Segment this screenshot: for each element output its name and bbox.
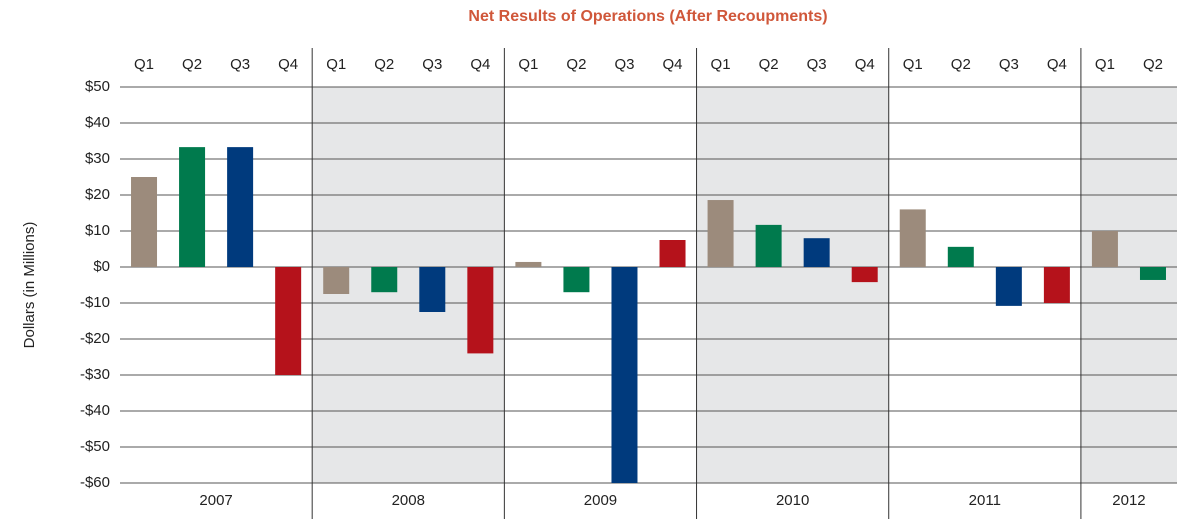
quarter-label: Q1 xyxy=(518,56,538,73)
chart-title: Net Results of Operations (After Recoupm… xyxy=(468,8,827,25)
x-tick-label: 2007 xyxy=(199,492,232,509)
bar xyxy=(467,267,494,354)
y-tick-label: -$40 xyxy=(80,402,110,419)
quarter-label: Q2 xyxy=(759,56,779,73)
y-axis-label: Dollars (in Millions) xyxy=(21,222,38,349)
bar xyxy=(515,261,542,267)
quarter-label: Q3 xyxy=(230,56,250,73)
y-tick-label: $50 xyxy=(85,78,110,95)
quarter-label: Q3 xyxy=(807,56,827,73)
bar xyxy=(371,267,398,293)
bar xyxy=(659,240,686,267)
bar xyxy=(611,267,638,483)
quarter-label: Q1 xyxy=(711,56,731,73)
quarter-label: Q4 xyxy=(663,56,683,73)
y-tick-label: -$20 xyxy=(80,330,110,347)
bar xyxy=(275,267,302,375)
quarter-label: Q4 xyxy=(1047,56,1067,73)
y-tick-label: -$30 xyxy=(80,366,110,383)
y-tick-label: -$10 xyxy=(80,294,110,311)
x-tick-label: 2009 xyxy=(584,492,617,509)
bar xyxy=(1043,267,1070,303)
bar xyxy=(803,238,830,267)
bar xyxy=(851,267,878,283)
bar xyxy=(707,200,734,267)
quarter-label: Q2 xyxy=(374,56,394,73)
y-tick-label: -$60 xyxy=(80,474,110,491)
bar xyxy=(1091,231,1118,267)
x-tick-label: 2010 xyxy=(776,492,809,509)
bar xyxy=(947,246,974,267)
bar xyxy=(323,267,350,294)
group-shade xyxy=(696,87,889,483)
quarter-label: Q3 xyxy=(999,56,1019,73)
quarter-label: Q2 xyxy=(566,56,586,73)
x-tick-label: 2012 xyxy=(1112,492,1145,509)
x-tick-label: 2011 xyxy=(969,492,1001,509)
bar xyxy=(1139,267,1166,280)
quarter-label: Q4 xyxy=(855,56,875,73)
quarter-label: Q3 xyxy=(614,56,634,73)
x-tick-label: 2008 xyxy=(392,492,425,509)
bar xyxy=(899,209,926,267)
y-tick-label: $40 xyxy=(85,114,110,131)
group-shade xyxy=(1080,87,1177,483)
y-tick-label: -$50 xyxy=(80,438,110,455)
quarter-label: Q2 xyxy=(1143,56,1163,73)
quarter-label: Q1 xyxy=(134,56,154,73)
y-tick-label: $10 xyxy=(85,222,110,239)
y-tick-label: $0 xyxy=(93,258,110,275)
bar xyxy=(227,147,254,267)
quarter-label: Q4 xyxy=(470,56,490,73)
y-tick-label: $20 xyxy=(85,186,110,203)
bar xyxy=(179,147,206,267)
y-tick-label: $30 xyxy=(85,150,110,167)
bar xyxy=(419,267,446,312)
quarter-label: Q2 xyxy=(182,56,202,73)
bar xyxy=(995,267,1022,306)
bar xyxy=(131,177,158,267)
quarter-label: Q4 xyxy=(278,56,298,73)
quarter-label: Q1 xyxy=(903,56,923,73)
quarter-label: Q2 xyxy=(951,56,971,73)
quarter-label: Q3 xyxy=(422,56,442,73)
quarter-label: Q1 xyxy=(326,56,346,73)
quarter-label: Q1 xyxy=(1095,56,1115,73)
bar xyxy=(563,267,590,293)
bar xyxy=(755,224,782,267)
